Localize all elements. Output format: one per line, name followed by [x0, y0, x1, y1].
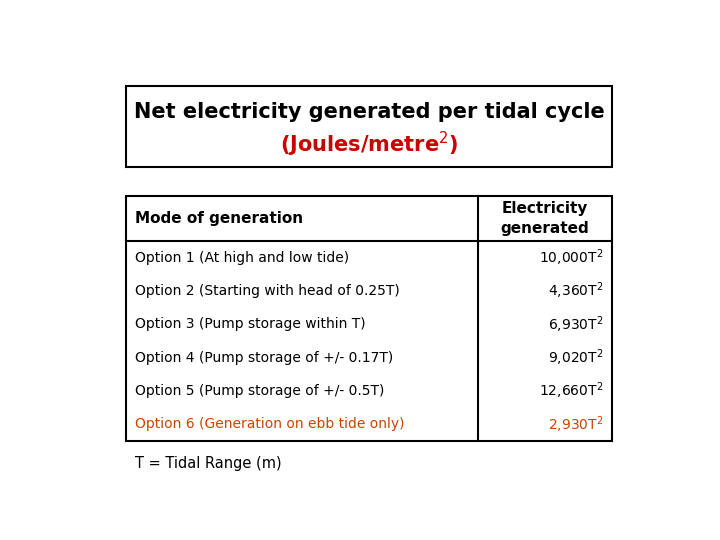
Text: Option 4 (Pump storage of +/- 0.17T): Option 4 (Pump storage of +/- 0.17T) — [135, 351, 393, 365]
Text: Mode of generation: Mode of generation — [135, 211, 303, 226]
Text: 10,000T$^2$: 10,000T$^2$ — [539, 247, 603, 268]
FancyBboxPatch shape — [126, 196, 612, 441]
Text: 9,020T$^2$: 9,020T$^2$ — [548, 348, 603, 368]
Text: Option 2 (Starting with head of 0.25T): Option 2 (Starting with head of 0.25T) — [135, 284, 400, 298]
Text: Option 5 (Pump storage of +/- 0.5T): Option 5 (Pump storage of +/- 0.5T) — [135, 384, 384, 398]
FancyBboxPatch shape — [126, 85, 612, 167]
Text: T = Tidal Range (m): T = Tidal Range (m) — [135, 456, 282, 471]
Text: Electricity
generated: Electricity generated — [500, 201, 589, 236]
Text: 4,360T$^2$: 4,360T$^2$ — [548, 281, 603, 301]
Text: Option 6 (Generation on ebb tide only): Option 6 (Generation on ebb tide only) — [135, 417, 404, 431]
Text: 2,930T$^2$: 2,930T$^2$ — [548, 414, 603, 435]
Text: Option 1 (At high and low tide): Option 1 (At high and low tide) — [135, 251, 348, 265]
Text: 6,930T$^2$: 6,930T$^2$ — [548, 314, 603, 335]
Text: 12,660T$^2$: 12,660T$^2$ — [539, 381, 603, 401]
Text: Net electricity generated per tidal cycle: Net electricity generated per tidal cycl… — [134, 102, 604, 122]
Text: Option 3 (Pump storage within T): Option 3 (Pump storage within T) — [135, 318, 365, 332]
Text: (Joules/metre$^2$): (Joules/metre$^2$) — [280, 130, 458, 159]
